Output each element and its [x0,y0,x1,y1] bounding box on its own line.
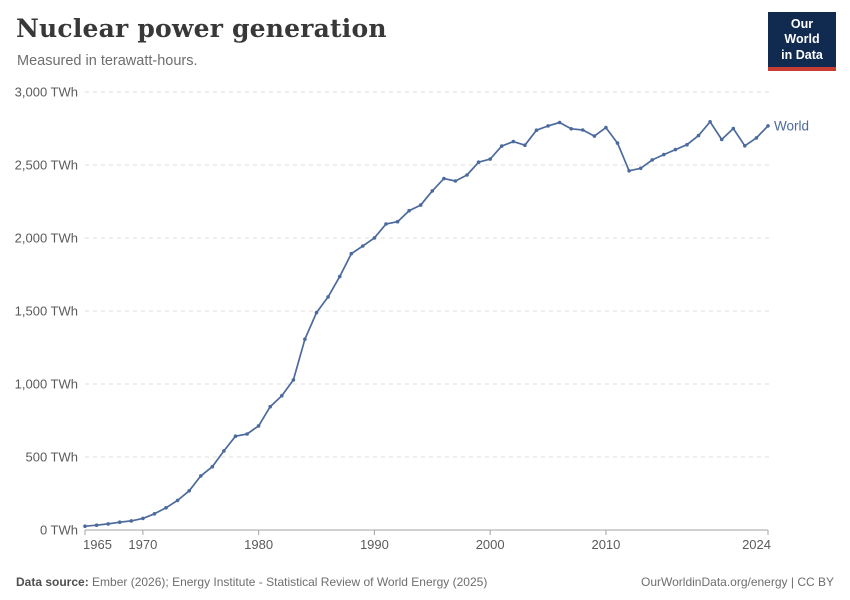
data-point-marker [534,128,539,132]
data-point-marker [384,222,388,226]
data-source-label: Data source: [16,575,89,589]
y-axis-tick-label: 2,500 TWh [15,158,78,173]
data-point-marker [233,434,238,439]
data-point-marker [245,432,249,436]
series-entity-label[interactable]: World [774,118,809,133]
data-point-marker [280,393,284,398]
data-source-note: Data source: Ember (2026); Energy Instit… [16,575,487,589]
data-point-marker [256,424,261,428]
data-point-marker [210,464,215,469]
x-axis-tick-label: 2000 [476,537,505,552]
world-series-line[interactable] [84,120,769,528]
x-axis-tick-label: 1980 [244,537,273,552]
data-point-marker [627,169,631,173]
data-point-marker [604,125,608,130]
y-axis-tick-label: 1,000 TWh [15,377,78,392]
data-point-marker [303,337,307,342]
credit-link[interactable]: OurWorldinData.org/energy | CC BY [641,575,834,589]
data-point-marker [615,141,620,145]
data-point-marker [83,524,87,528]
data-point-marker [430,189,435,193]
data-point-marker [291,378,296,382]
data-point-marker [581,128,585,132]
y-axis-tick-label: 1,500 TWh [15,304,78,319]
data-point-marker [569,127,573,131]
data-point-marker [106,522,110,526]
data-point-marker [592,134,597,138]
data-point-marker [314,310,319,315]
data-point-marker [731,126,736,131]
data-point-marker [685,142,689,147]
data-point-marker [372,236,377,240]
y-axis-tick-label: 2,000 TWh [15,231,78,246]
data-point-marker [129,519,134,523]
data-point-marker [442,176,446,181]
data-point-marker [361,244,365,248]
data-point-marker [546,124,550,128]
y-axis-tick-label: 500 TWh [25,450,78,465]
data-point-marker [476,160,481,164]
data-point-marker [638,166,643,171]
data-point-marker [488,157,493,161]
data-point-marker [650,158,654,162]
data-point-marker [662,152,666,157]
data-point-marker [453,179,458,183]
data-point-marker [708,120,712,124]
x-axis-tick-label: 1965 [83,537,112,552]
data-point-marker [407,208,411,213]
data-point-marker [673,147,678,152]
data-point-marker [743,144,747,148]
data-point-marker [465,173,469,177]
data-point-marker [395,219,400,224]
page-title: Nuclear power generation [16,14,387,43]
data-point-marker [719,137,724,142]
data-point-marker [523,143,527,147]
x-axis-tick-label: 2024 [742,537,771,552]
data-point-marker [152,512,157,516]
data-point-marker [268,404,273,409]
data-point-marker [117,520,122,524]
data-source-text: Ember (2026); Energy Institute - Statist… [88,575,488,589]
data-point-marker [557,120,562,125]
data-point-marker [766,124,770,128]
data-point-marker [349,251,354,256]
data-point-marker [199,474,203,478]
data-point-marker [94,523,99,527]
data-point-marker [164,506,168,510]
data-point-marker [499,144,504,148]
data-point-marker [187,489,191,493]
y-axis-tick-label: 0 TWh [40,523,78,538]
x-axis-tick-label: 1990 [360,537,389,552]
chart-footer: Data source: Ember (2026); Energy Instit… [16,575,834,589]
data-point-marker [511,139,516,144]
owid-logo-line1: Our World [784,17,820,47]
data-point-marker [418,203,423,207]
data-point-marker [326,295,330,299]
chart-subtitle: Measured in terawatt-hours. [17,53,198,69]
x-axis-tick-label: 2010 [591,537,620,552]
x-axis-tick-label: 1970 [128,537,157,552]
owid-logo-line2: in Data [781,47,823,62]
y-axis-tick-label: 3,000 TWh [15,85,78,100]
data-point-marker [141,516,145,521]
owid-logo[interactable]: Our World in Data [768,12,836,71]
data-point-marker [754,136,759,140]
data-point-marker [175,498,180,503]
data-point-marker [337,274,342,279]
data-point-marker [696,133,701,138]
data-point-marker [222,449,226,453]
